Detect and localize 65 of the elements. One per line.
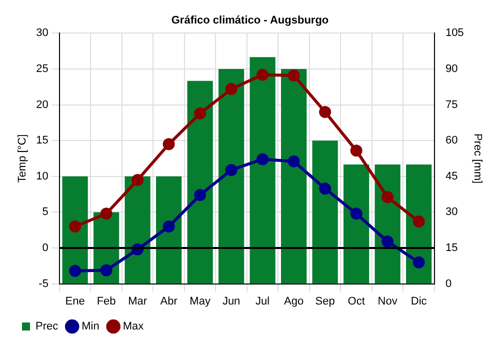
x-tick-label: Jul [256,295,270,308]
y2-tick-label: 90 [445,63,458,76]
point [350,144,362,157]
x-tick-label: Jun [222,295,240,308]
bar [312,140,338,284]
point [194,107,206,120]
bar [344,164,370,284]
x-tick-label: Oct [348,295,365,308]
point [412,216,425,228]
point [69,220,82,233]
point [319,182,332,195]
point [256,68,269,81]
point [382,191,394,204]
y-tick-label: 10 [36,170,48,182]
y-tick-label: 15 [36,134,48,147]
point [194,189,206,202]
bar [281,69,307,284]
x-tick-label: Abr [160,295,178,308]
y-tick-label: 25 [36,63,48,76]
y-tick-label: 30 [36,27,48,40]
point [350,208,362,220]
chart-title: Gráfico climático - Augsburgo [171,14,329,27]
point [382,236,394,248]
y2-tick-label: 30 [445,206,458,218]
legend-label: Min [82,320,100,333]
point [412,256,425,268]
point [256,153,269,166]
y-tick-label: 0 [42,242,48,254]
y-tick-label: 20 [36,98,48,111]
x-tick-label: Ago [284,295,304,308]
y-tick-label: -5 [38,278,48,290]
x-tick-label: Nov [378,295,398,308]
point [225,164,238,176]
y2-tick-label: 60 [445,134,458,147]
x-tick-label: Feb [96,295,116,308]
point [319,106,332,118]
x-tick-label: Sep [315,295,335,308]
bar [250,57,276,284]
x-tick-label: May [190,295,211,308]
bar [406,164,432,284]
bar [187,80,213,284]
y2-tick-label: 15 [445,242,458,254]
y-axis-title: Temp [°C] [16,134,29,183]
legend-label: Prec [36,320,59,333]
x-tick-label: Ene [65,295,85,308]
point [100,208,112,220]
bar [218,69,244,284]
y2-tick-label: 105 [445,27,464,40]
point [100,264,112,276]
x-tick-label: Dic [410,295,428,308]
point [288,155,300,168]
y2-tick-label: 75 [445,98,458,111]
legend-label: Max [122,320,144,333]
x-tick-label: Mar [128,295,148,308]
y-tick-label: 5 [42,206,48,218]
point [162,138,175,150]
point [288,69,300,82]
point [162,220,175,233]
y2-axis-title: Prec [mm] [471,133,484,184]
point [225,83,238,96]
point [132,174,144,186]
point [69,264,82,277]
bar [156,176,182,284]
y2-tick-label: 0 [445,278,452,290]
y2-tick-label: 45 [445,170,458,182]
